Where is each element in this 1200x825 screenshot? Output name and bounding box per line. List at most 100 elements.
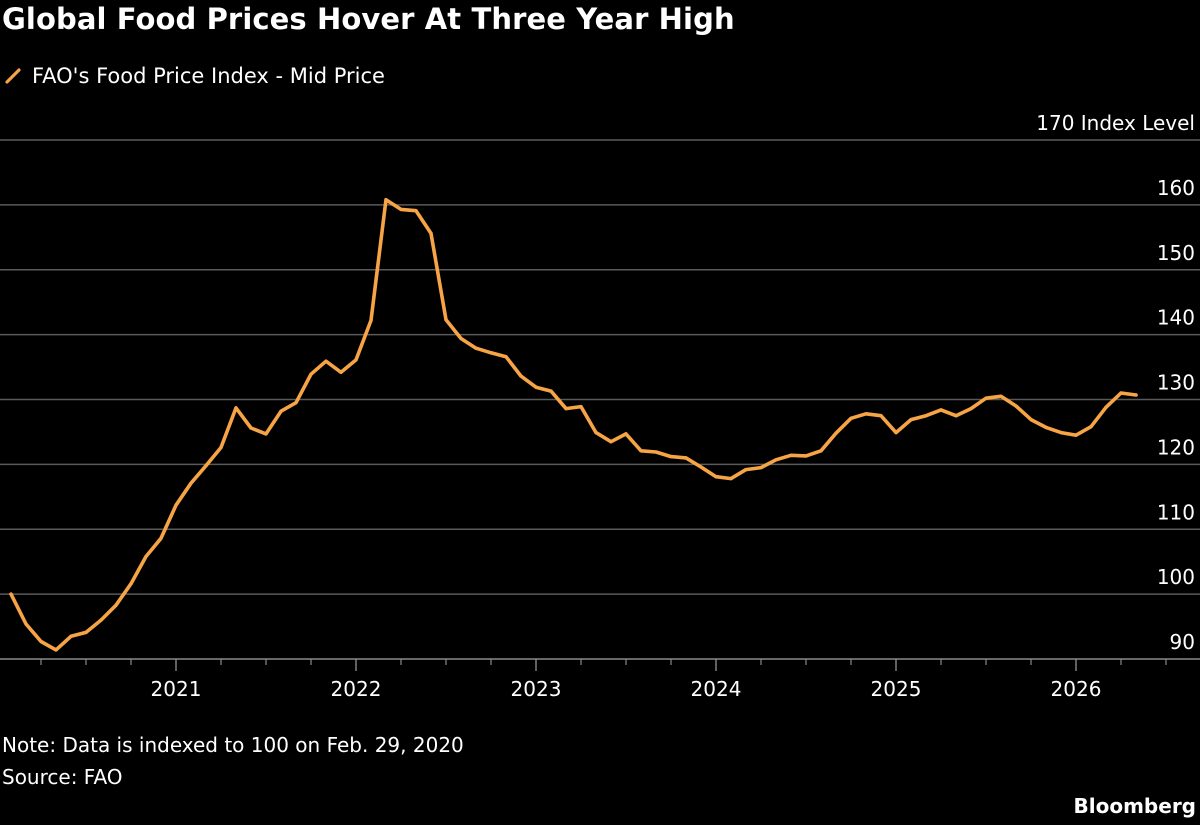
y-tick-label-160: 160 xyxy=(1157,176,1195,200)
data-point-2022-08 xyxy=(459,336,463,341)
data-point-2024-11 xyxy=(864,412,868,416)
x-tick-label-2022: 2022 xyxy=(331,677,382,701)
footer-source: Source: FAO xyxy=(2,765,123,789)
data-point-2020-08 xyxy=(99,618,103,622)
data-point-2022-09 xyxy=(474,346,478,350)
data-point-2020-06 xyxy=(69,634,73,638)
data-point-2025-05 xyxy=(954,414,958,418)
data-point-2025-03 xyxy=(924,414,928,418)
data-point-2022-06 xyxy=(429,231,433,235)
y-tick-label-170: 170 Index Level xyxy=(1036,111,1195,135)
data-point-2021-12 xyxy=(339,370,343,374)
data-point-2020-10 xyxy=(129,582,133,586)
x-axis: 2021 2022 2023 2024 2025 2026 xyxy=(0,658,1200,701)
data-point-2020-05 xyxy=(54,648,58,652)
data-point-2020-09 xyxy=(114,603,118,607)
data-point-2025-06 xyxy=(969,407,973,411)
data-point-2021-01 xyxy=(174,503,178,507)
x-tick-label-2025: 2025 xyxy=(871,677,922,701)
data-point-2024-07 xyxy=(804,454,808,458)
legend-label: FAO's Food Price Index - Mid Price xyxy=(32,64,385,88)
data-point-2020-03 xyxy=(24,622,28,626)
data-point-2023-12 xyxy=(699,465,703,469)
x-tick-label-2021: 2021 xyxy=(151,677,202,701)
data-point-2026-04 xyxy=(1119,391,1123,395)
data-point-2025-04 xyxy=(939,408,943,412)
legend-line-icon xyxy=(5,68,21,84)
data-point-2024-04 xyxy=(759,466,763,470)
gridlines xyxy=(0,139,1200,595)
y-tick-label-110: 110 xyxy=(1157,500,1195,524)
data-point-2021-05 xyxy=(234,406,238,410)
series-layer xyxy=(9,197,1138,652)
data-point-2022-01 xyxy=(354,358,358,362)
chart-title: Global Food Prices Hover At Three Year H… xyxy=(2,2,735,36)
bloomberg-logo: Bloomberg xyxy=(1073,794,1196,818)
y-tick-label-130: 130 xyxy=(1157,371,1195,395)
data-point-2024-08 xyxy=(819,449,823,453)
data-point-2025-08 xyxy=(999,394,1003,398)
data-point-2021-02 xyxy=(189,481,193,485)
data-point-2026-03 xyxy=(1104,405,1108,409)
legend: FAO's Food Price Index - Mid Price xyxy=(4,60,385,92)
data-point-2025-09 xyxy=(1014,404,1018,408)
data-point-2024-05 xyxy=(774,458,778,462)
data-point-2024-01 xyxy=(714,475,718,479)
data-point-2024-03 xyxy=(744,468,748,472)
data-point-2020-04 xyxy=(39,639,43,644)
data-point-2021-09 xyxy=(294,401,298,405)
data-point-2022-04 xyxy=(399,207,403,211)
data-point-2023-08 xyxy=(639,449,643,453)
x-tick-label-2026: 2026 xyxy=(1051,677,1102,701)
data-point-2022-05 xyxy=(414,209,418,213)
data-point-2021-07 xyxy=(264,432,268,436)
data-point-2023-04 xyxy=(579,405,583,409)
data-point-2021-06 xyxy=(249,426,253,430)
data-point-2025-07 xyxy=(984,396,988,400)
data-point-2022-07 xyxy=(444,318,448,322)
data-point-2026-02 xyxy=(1089,425,1093,429)
footer-note: Note: Data is indexed to 100 on Feb. 29,… xyxy=(2,733,464,757)
data-point-2022-10 xyxy=(489,351,493,355)
data-point-2023-05 xyxy=(594,431,598,435)
data-point-2022-02 xyxy=(369,318,373,322)
data-point-2024-12 xyxy=(879,414,883,418)
data-point-2023-02 xyxy=(549,389,553,393)
data-point-2020-11 xyxy=(144,554,148,559)
data-point-2021-03 xyxy=(204,464,208,468)
data-point-2021-04 xyxy=(219,445,223,450)
data-point-2020-07 xyxy=(84,630,88,635)
data-point-2022-12 xyxy=(519,374,523,378)
data-point-2021-08 xyxy=(279,409,283,413)
y-tick-label-120: 120 xyxy=(1157,435,1195,459)
data-point-2025-12 xyxy=(1059,431,1063,435)
data-point-2024-02 xyxy=(729,477,733,481)
y-tick-label-150: 150 xyxy=(1157,241,1195,265)
data-point-2025-10 xyxy=(1029,418,1033,422)
x-tick-label-2024: 2024 xyxy=(691,677,742,701)
data-point-2025-02 xyxy=(909,418,913,422)
y-axis-tick-labels: 90 100 110 120 130 140 150 160 170 Index Level xyxy=(1036,111,1195,654)
data-point-2022-03 xyxy=(384,198,388,202)
data-point-2023-01 xyxy=(534,385,538,389)
data-point-2026-05 xyxy=(1134,393,1138,397)
y-tick-label-140: 140 xyxy=(1157,306,1195,330)
data-point-2023-10 xyxy=(669,455,673,459)
data-point-2020-02 xyxy=(9,592,13,596)
data-point-2025-11 xyxy=(1044,425,1048,429)
data-point-2021-10 xyxy=(309,372,313,376)
series-line-0 xyxy=(9,197,1138,652)
data-point-2023-07 xyxy=(624,432,628,436)
data-point-2023-03 xyxy=(564,407,568,411)
x-tick-label-2023: 2023 xyxy=(511,677,562,701)
data-point-2023-11 xyxy=(684,456,688,460)
data-point-2024-06 xyxy=(789,453,793,457)
y-tick-label-100: 100 xyxy=(1157,565,1195,589)
data-point-2022-11 xyxy=(504,355,508,359)
data-point-2023-09 xyxy=(654,450,658,454)
data-point-2026-01 xyxy=(1074,433,1078,437)
y-tick-label-90: 90 xyxy=(1170,630,1195,654)
data-point-2020-12 xyxy=(159,536,163,540)
data-point-2021-11 xyxy=(324,359,328,363)
